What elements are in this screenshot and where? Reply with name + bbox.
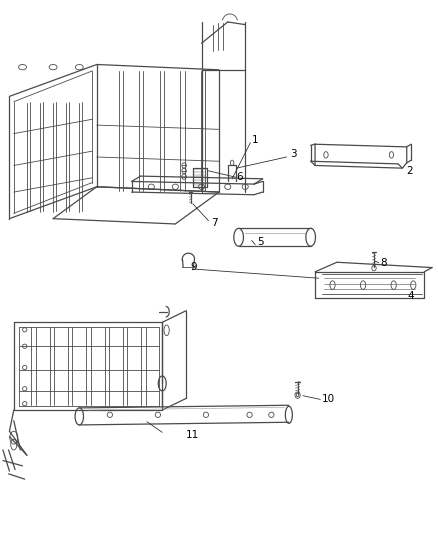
Text: 1: 1 bbox=[251, 135, 258, 145]
Text: 6: 6 bbox=[237, 172, 243, 182]
Text: 11: 11 bbox=[186, 430, 199, 440]
Text: 5: 5 bbox=[258, 237, 264, 247]
Text: 4: 4 bbox=[408, 291, 414, 301]
Text: 8: 8 bbox=[380, 258, 386, 268]
Text: 3: 3 bbox=[290, 149, 297, 159]
Text: 9: 9 bbox=[191, 262, 198, 271]
Text: 10: 10 bbox=[321, 394, 335, 405]
Text: 2: 2 bbox=[406, 166, 413, 176]
Text: 7: 7 bbox=[211, 218, 218, 228]
